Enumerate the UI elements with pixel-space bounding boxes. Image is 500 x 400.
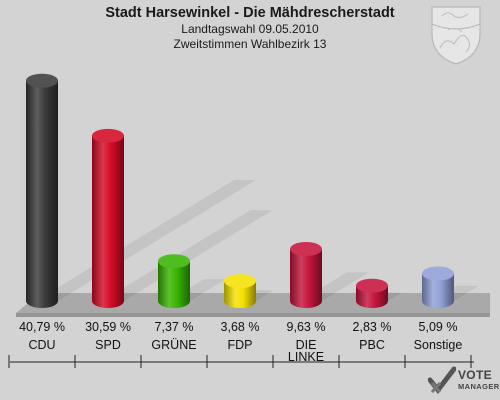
bar-body <box>422 273 454 308</box>
value-label-gr-ne: 7,37 % <box>155 320 194 334</box>
logo-text-manager: MANAGER <box>458 382 500 391</box>
value-label-die-linke: 9,63 % <box>287 320 326 334</box>
value-label-pbc: 2,83 % <box>353 320 392 334</box>
bar-top <box>92 128 124 143</box>
chart-subtitle-district: Zweitstimmen Wahlbezirk 13 <box>173 37 327 51</box>
coat-of-arms-icon <box>431 6 481 65</box>
bar-body <box>290 248 322 308</box>
category-label-fdp: FDP <box>228 338 253 352</box>
chart-subtitle-election: Landtagswahl 09.05.2010 <box>181 22 319 36</box>
value-label-cdu: 40,79 % <box>19 320 65 334</box>
value-label-fdp: 3,68 % <box>221 320 260 334</box>
bar-top <box>158 254 190 269</box>
bar-gr-ne <box>158 254 190 308</box>
bar-shadow <box>102 210 273 301</box>
bar-top <box>356 278 388 293</box>
floor-edge <box>16 313 490 317</box>
bar-top <box>224 274 256 289</box>
value-label-spd: 30,59 % <box>85 320 131 334</box>
category-label-sonstige: Sonstige <box>414 338 463 352</box>
bar-cdu <box>26 73 58 308</box>
category-label-gr-ne: GRÜNE <box>151 338 196 352</box>
bar-spd <box>92 128 124 308</box>
bar-top <box>290 241 322 256</box>
logo-text-vote: VOTE <box>458 368 492 382</box>
bar-fdp <box>224 274 256 308</box>
bar-body <box>224 281 256 308</box>
bar-top <box>26 73 58 88</box>
bar-body <box>158 261 190 308</box>
bar-sonstige <box>422 266 454 308</box>
bar-body <box>26 80 58 308</box>
chart-header: Stadt Harsewinkel - Die Mähdrescherstadt… <box>0 4 500 52</box>
category-label-spd: SPD <box>95 338 121 352</box>
category-label-die-linke: LINKE <box>288 350 324 364</box>
bar-die-linke <box>290 241 322 308</box>
vote-manager-logo: VOTE MANAGER <box>428 366 499 396</box>
category-label-pbc: PBC <box>359 338 385 352</box>
category-label-die-linke: DIE <box>296 338 317 352</box>
chart-title: Stadt Harsewinkel - Die Mähdrescherstadt <box>105 5 395 21</box>
bar-shadow <box>36 179 257 301</box>
category-axis <box>8 355 474 368</box>
category-label-cdu: CDU <box>28 338 55 352</box>
value-label-sonstige: 5,09 % <box>419 320 458 334</box>
bar-body <box>92 135 124 308</box>
checkmark-icon <box>428 366 456 395</box>
bar-pbc <box>356 278 388 308</box>
bar-top <box>422 266 454 281</box>
